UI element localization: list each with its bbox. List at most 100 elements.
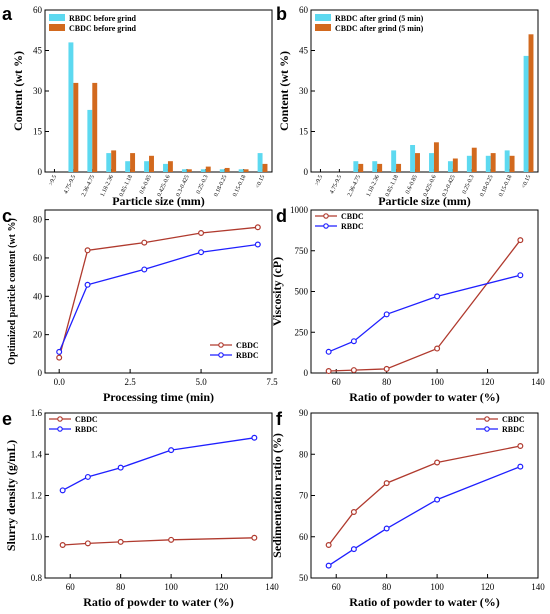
y-tick-label: 60 — [33, 5, 43, 15]
panel-letter: d — [276, 206, 287, 226]
data-point — [325, 562, 332, 569]
bar — [415, 153, 420, 172]
x-tick-label: 0.25-0.3 — [196, 174, 210, 195]
bar — [429, 153, 434, 172]
bar — [353, 161, 359, 172]
bar — [466, 155, 472, 172]
panel-letter: b — [276, 4, 287, 24]
data-point — [434, 496, 441, 503]
legend-label: RBDC — [75, 425, 98, 434]
y-tick-label: 60 — [299, 5, 309, 15]
data-point — [434, 345, 441, 352]
data-point — [383, 311, 390, 318]
x-axis-label: Particle size (mm) — [378, 194, 471, 208]
bar — [372, 161, 378, 172]
y-axis-label: Slurry density (g/mL) — [4, 440, 18, 551]
x-tick-label: 120 — [481, 377, 495, 387]
series-line — [58, 243, 258, 353]
bar — [186, 169, 192, 172]
x-tick-label: 0.25-0.3 — [462, 174, 476, 195]
plot-frame — [44, 412, 273, 579]
x-tick-label: 5.0 — [195, 377, 207, 387]
y-tick-label: 0.8 — [31, 573, 43, 583]
series-line — [328, 274, 521, 353]
bar — [447, 161, 453, 172]
bar — [528, 34, 534, 172]
series-line — [328, 239, 521, 372]
data-point — [168, 447, 175, 454]
legend-swatch — [315, 14, 331, 21]
legend-label: CBDC — [502, 415, 525, 424]
y-tick-label: 1.0 — [31, 532, 43, 542]
legend-label: CBDC before grind — [69, 24, 137, 33]
plot-frame — [310, 9, 539, 173]
x-tick-label: 80 — [382, 377, 392, 387]
y-tick-label: 1000 — [290, 205, 309, 215]
y-tick-label: 60 — [33, 253, 43, 263]
data-point — [254, 241, 261, 248]
bar — [358, 163, 364, 172]
panel-e: e 0.8 1.0 1.2 1.4 1.6 Ratio of powder to water… — [2, 408, 279, 609]
x-tick-label: 140 — [531, 582, 545, 592]
y-axis-label: Content (wt %) — [11, 51, 25, 131]
x-tick-label: 80 — [116, 582, 126, 592]
bar — [433, 142, 439, 172]
panel-letter: a — [2, 4, 13, 24]
bar — [391, 150, 397, 172]
x-tick-label: <0.15 — [255, 174, 266, 189]
series-line — [328, 445, 521, 546]
data-point — [56, 348, 63, 355]
x-tick-label: 0.18-0.25 — [479, 174, 494, 197]
y-tick-label: 50 — [299, 573, 309, 583]
legend-label: CBDC after grind (5 min) — [335, 24, 424, 33]
bar — [205, 166, 211, 172]
x-tick-label: 4.75-9.5 — [329, 174, 343, 195]
legend-swatch — [49, 24, 65, 31]
x-tick-label: 2.5 — [125, 377, 137, 387]
data-point — [117, 538, 124, 545]
panel-letter: e — [2, 409, 12, 429]
bar — [490, 153, 496, 172]
bar — [73, 82, 79, 172]
x-tick-label: 80 — [382, 582, 392, 592]
bar — [377, 163, 383, 172]
data-point — [84, 247, 91, 254]
bar — [181, 169, 187, 172]
y-tick-label: 1.4 — [31, 449, 43, 459]
panel-letter: c — [2, 206, 12, 226]
legend-label: CBDC — [75, 415, 98, 424]
bar — [396, 163, 402, 172]
y-tick-label: 30 — [299, 86, 309, 96]
x-axis-label: Ratio of powder to water (%) — [349, 595, 500, 609]
y-tick-label: 20 — [33, 330, 43, 340]
legend-label: CBDC — [341, 212, 364, 221]
bar — [68, 42, 74, 173]
data-point — [350, 509, 357, 516]
y-tick-label: 0 — [304, 368, 309, 378]
panel-a: a 0 15 30 45 60 Particle size (mm) Content (wt … — [2, 4, 273, 208]
plot-frame — [310, 209, 539, 374]
bar — [452, 158, 458, 172]
series-line — [62, 537, 255, 546]
data-point — [517, 443, 524, 450]
y-axis-label: Viscosity (cP) — [270, 257, 284, 326]
data-point — [198, 230, 205, 237]
y-axis-label: Sedimentation ratio (%) — [270, 433, 284, 558]
x-tick-label: >9.5 — [48, 174, 58, 186]
y-tick-label: 15 — [299, 127, 309, 137]
data-point — [141, 266, 148, 273]
x-tick-label: 7.5 — [266, 377, 278, 387]
x-axis-label: Ratio of powder to water (%) — [349, 390, 500, 404]
series-line — [328, 465, 521, 567]
legend-label: RBDC — [236, 351, 259, 360]
bar — [523, 55, 529, 172]
y-tick-label: 0 — [38, 368, 43, 378]
x-axis-label: Ratio of powder to water (%) — [83, 595, 234, 609]
legend-marker — [484, 426, 490, 432]
data-point — [517, 237, 524, 244]
data-point — [84, 281, 91, 288]
data-point — [251, 534, 258, 541]
data-point — [84, 540, 91, 547]
x-tick-label: 60 — [66, 582, 76, 592]
